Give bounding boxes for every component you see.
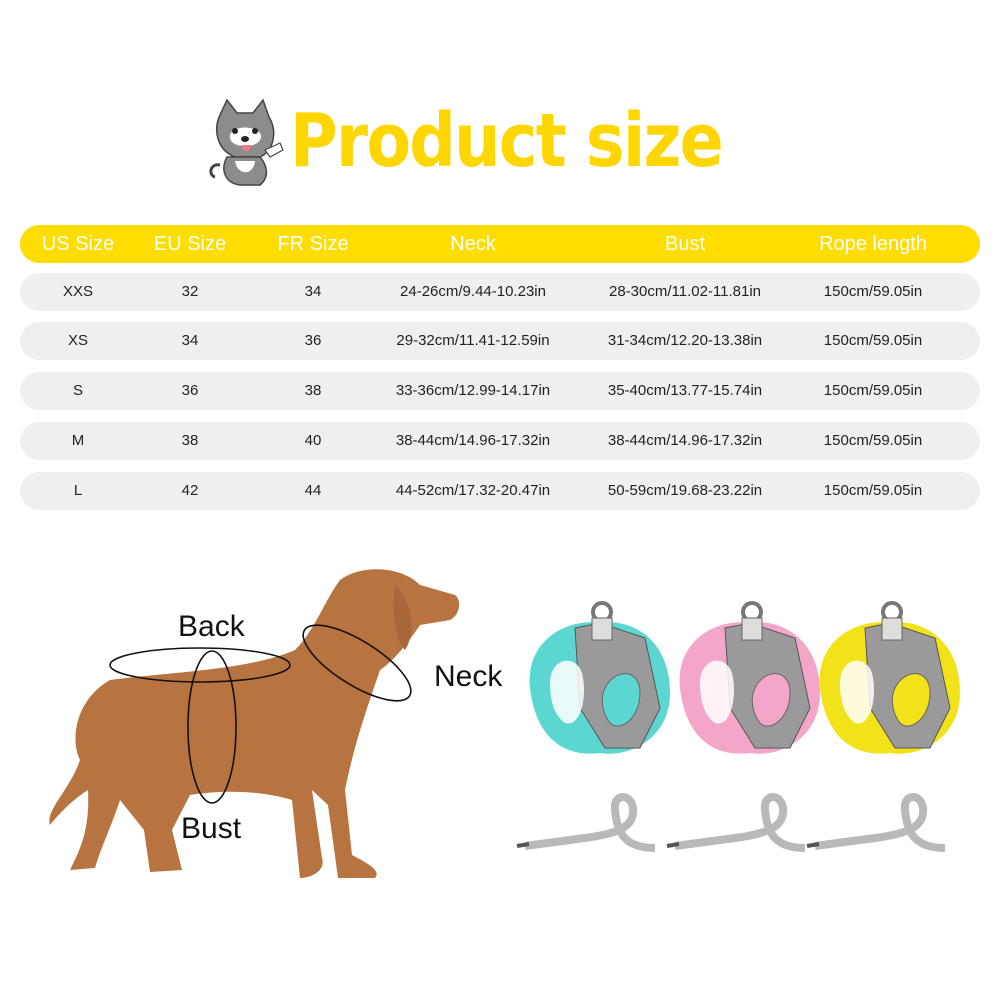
table-row: M 38 40 38-44cm/14.96-17.32in 38-44cm/14.96-… [20, 422, 980, 460]
header-bust: Bust [664, 233, 706, 255]
header-fr-size: FR Size [277, 233, 349, 255]
cell-neck: 38-44cm/14.96-17.32in [395, 432, 551, 449]
header-rope-length: Rope length [819, 233, 927, 255]
cell-neck: 44-52cm/17.32-20.47in [395, 482, 551, 499]
harness-image [819, 601, 960, 754]
cell-rope-length: 150cm/59.05in [823, 332, 923, 349]
back-label: Back [178, 610, 245, 643]
cell-eu-size: 38 [181, 432, 199, 449]
cell-neck: 24-26cm/9.44-10.23in [400, 283, 546, 300]
cell-us-size: XS [67, 332, 89, 349]
cell-fr-size: 36 [304, 332, 322, 349]
leash-image [666, 793, 806, 852]
cell-fr-size: 34 [304, 283, 322, 300]
table-row: S 36 38 33-36cm/12.99-14.17in 35-40cm/13.77-… [20, 372, 980, 410]
cell-us-size: S [72, 382, 84, 399]
cell-eu-size: 42 [181, 482, 199, 499]
cell-neck: 33-36cm/12.99-14.17in [395, 382, 551, 399]
table-row: XXS 32 34 24-26cm/9.44-10.23in 28-30cm/11.02… [20, 273, 980, 311]
table-row: XS 34 36 29-32cm/11.41-12.59in 31-34cm/12.20… [20, 322, 980, 360]
cell-us-size: M [71, 432, 85, 449]
cell-rope-length: 150cm/59.05in [823, 482, 923, 499]
cell-rope-length: 150cm/59.05in [823, 283, 923, 300]
harness-image [529, 601, 670, 754]
dog-silhouette [49, 569, 460, 878]
cell-bust: 38-44cm/14.96-17.32in [607, 432, 763, 449]
table-row: L 42 44 44-52cm/17.32-20.47in 50-59cm/19.68-… [20, 472, 980, 510]
neck-label: Neck [434, 660, 503, 693]
leash-image [516, 793, 656, 852]
bust-measure-ring [187, 650, 237, 804]
cell-us-size: XXS [62, 283, 94, 300]
cell-fr-size: 38 [304, 382, 322, 399]
cell-bust: 31-34cm/12.20-13.38in [607, 332, 763, 349]
cell-neck: 29-32cm/11.41-12.59in [396, 332, 550, 349]
cell-eu-size: 34 [181, 332, 199, 349]
dog-mascot-icon [209, 98, 284, 186]
leash-image [806, 793, 946, 852]
page-title: Product size [290, 98, 724, 184]
cell-eu-size: 36 [181, 382, 199, 399]
back-measure-ring [109, 647, 291, 683]
neck-measure-ring [302, 624, 412, 702]
cell-bust: 50-59cm/19.68-23.22in [607, 482, 763, 499]
cell-rope-length: 150cm/59.05in [823, 382, 923, 399]
cell-fr-size: 40 [304, 432, 322, 449]
header-us-size: US Size [41, 233, 115, 255]
cell-us-size: L [73, 482, 83, 499]
cell-fr-size: 44 [304, 482, 322, 499]
header-eu-size: EU Size [153, 233, 227, 255]
cell-bust: 28-30cm/11.02-11.81in [608, 283, 762, 300]
bust-label: Bust [181, 812, 242, 845]
harness-image [679, 601, 820, 754]
table-header: US Size EU Size FR Size Neck Bust Rope l… [20, 225, 980, 263]
cell-rope-length: 150cm/59.05in [823, 432, 923, 449]
cell-bust: 35-40cm/13.77-15.74in [607, 382, 763, 399]
dog-measurement-diagram [49, 569, 460, 878]
cell-eu-size: 32 [181, 283, 199, 300]
header-neck: Neck [450, 233, 496, 255]
